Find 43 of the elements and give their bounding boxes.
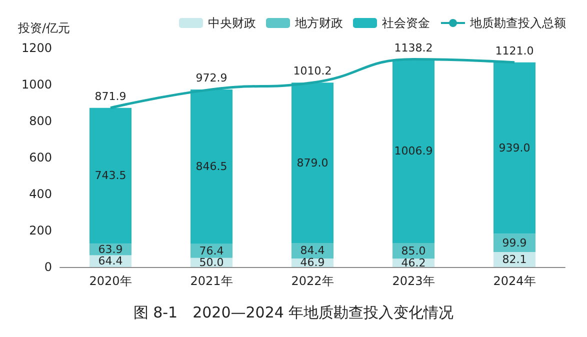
data-label: 46.2 — [401, 256, 426, 270]
data-label: 1006.9 — [394, 144, 433, 158]
legend-label: 地方财政 — [294, 16, 343, 30]
data-label: 82.1 — [502, 253, 527, 266]
y-tick-label: 600 — [29, 150, 52, 164]
data-label: 1010.2 — [293, 64, 332, 78]
data-label: 99.9 — [502, 236, 527, 250]
data-label: 50.0 — [199, 256, 224, 269]
bar — [292, 82, 334, 244]
data-label: 76.4 — [199, 244, 224, 258]
data-label: 46.9 — [300, 256, 325, 270]
bar — [90, 108, 132, 244]
y-tick-label: 400 — [29, 187, 52, 201]
y-tick-label: 1000 — [21, 78, 52, 92]
data-label: 85.0 — [401, 244, 426, 258]
legend-label: 地质勘查投入总额 — [469, 16, 566, 30]
data-label: 939.0 — [498, 142, 530, 155]
bar — [190, 89, 232, 244]
x-tick-label: 2021年 — [190, 274, 233, 288]
bar — [494, 62, 536, 234]
x-tick-label: 2022年 — [291, 274, 334, 288]
x-tick-label: 2024年 — [493, 274, 536, 288]
y-tick-label: 800 — [29, 114, 52, 128]
data-label: 871.9 — [94, 90, 126, 103]
data-label: 743.5 — [94, 169, 126, 182]
data-label: 879.0 — [296, 156, 328, 170]
y-tick-label: 0 — [44, 260, 52, 274]
x-tick-label: 2023年 — [392, 274, 435, 288]
data-label: 64.4 — [98, 254, 123, 268]
data-label: 1138.2 — [394, 41, 433, 54]
legend-label: 中央财政 — [208, 16, 256, 30]
y-tick-label: 1200 — [21, 41, 52, 55]
legend-label: 社会资金 — [382, 16, 430, 30]
data-label: 63.9 — [98, 242, 123, 256]
bar — [392, 59, 434, 244]
data-label: 84.4 — [300, 244, 325, 258]
data-label: 1121.0 — [495, 44, 534, 58]
x-tick-label: 2020年 — [89, 274, 132, 288]
y-axis-title: 投资/亿元 — [16, 21, 70, 35]
text: 图 8-1 2020—2024 年地质勘查投入变化情况 — [133, 304, 454, 322]
data-label: 846.5 — [196, 160, 228, 174]
data-label: 972.9 — [196, 71, 228, 84]
y-tick-label: 200 — [29, 224, 52, 238]
